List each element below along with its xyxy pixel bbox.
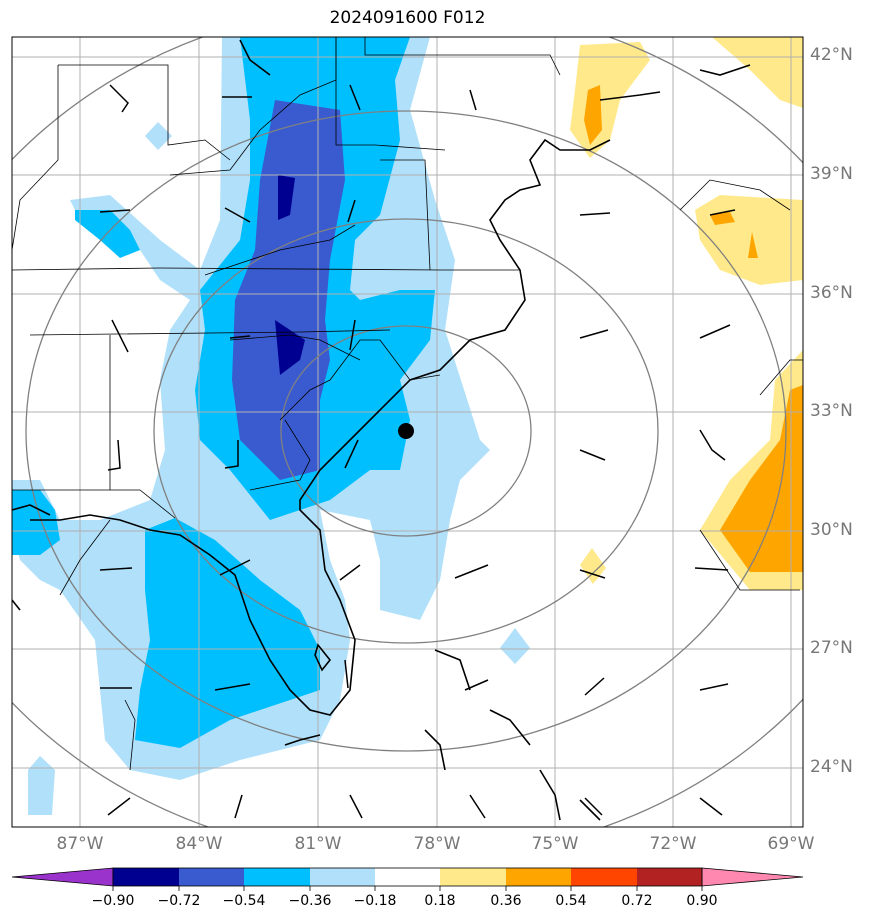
lon-label-87w: 87°W: [56, 834, 104, 854]
contour-navy: [278, 175, 295, 220]
contour-light-blue-4: [145, 122, 172, 150]
range-rings: [12, 37, 803, 827]
lon-label-84w: 84°W: [175, 834, 223, 854]
colorbar: [11, 867, 804, 891]
lat-label-33n: 33°N: [810, 401, 853, 421]
colorbar-box-5: [375, 868, 440, 886]
colorbar-tick-5: −0.18: [353, 893, 397, 909]
lon-label-78w: 78°W: [413, 834, 461, 854]
colorbar-tick-7: 0.36: [490, 893, 522, 909]
contour-navy-2: [275, 320, 305, 375]
colorbar-tick-3: −0.54: [222, 893, 266, 909]
colorbar-box-9: [637, 868, 702, 886]
lon-label-69w: 69°W: [767, 834, 815, 854]
contour-light-blue-2: [28, 756, 55, 815]
colorbar-tick-1: −0.90: [91, 893, 135, 909]
lon-label-81w: 81°W: [294, 834, 342, 854]
contour-yellow-small: [580, 548, 606, 584]
lat-label-39n: 39°N: [810, 164, 853, 184]
lat-label-24n: 24°N: [810, 757, 853, 777]
map-title: 2024091600 F012: [329, 8, 486, 28]
colorbar-arrow-left: [11, 867, 114, 887]
colorbar-box-8: [571, 868, 637, 886]
contour-orange-mid-2: [748, 232, 758, 258]
contour-orange-ne: [584, 85, 602, 145]
colorbar-tick-8: 0.54: [555, 893, 587, 909]
lat-label-30n: 30°N: [810, 520, 853, 540]
colorbar-box-7: [506, 868, 571, 886]
contour-orange-east: [720, 385, 803, 572]
lon-label-75w: 75°W: [531, 834, 579, 854]
contour-dark-blue: [232, 100, 345, 480]
contour-blue-4: [75, 210, 140, 258]
contour-yellow-top: [712, 37, 803, 108]
lon-label-72w: 72°W: [649, 834, 697, 854]
contour-blue-3: [12, 490, 60, 555]
contour-light-blue-3: [500, 628, 530, 664]
colorbar-tick-4: −0.36: [288, 893, 332, 909]
colorbar-arrow-right: [701, 867, 804, 887]
map-frame: [11, 36, 804, 828]
contour-orange-mid: [710, 212, 735, 225]
colorbar-tick-10: 0.90: [686, 893, 718, 909]
political-boundaries: [12, 37, 803, 771]
lat-label-27n: 27°N: [810, 638, 853, 658]
contour-blue-2: [135, 518, 320, 748]
colorbar-box-4: [310, 868, 375, 886]
colorbar-box-3: [244, 868, 310, 886]
lat-label-42n: 42°N: [810, 45, 853, 65]
colorbar-tick-6: 0.18: [424, 893, 456, 909]
colorbar-tick-2: −0.72: [157, 893, 201, 909]
colorbar-box-6: [440, 868, 506, 886]
graticule: [12, 37, 803, 827]
wind-barbs: [99, 84, 736, 819]
lat-label-36n: 36°N: [810, 283, 853, 303]
colorbar-box-2: [179, 868, 244, 886]
colorbar-tick-9: 0.72: [621, 893, 653, 909]
colorbar-box-1: [113, 868, 179, 886]
storm-center-marker: [398, 423, 414, 439]
coastlines: [12, 39, 751, 821]
